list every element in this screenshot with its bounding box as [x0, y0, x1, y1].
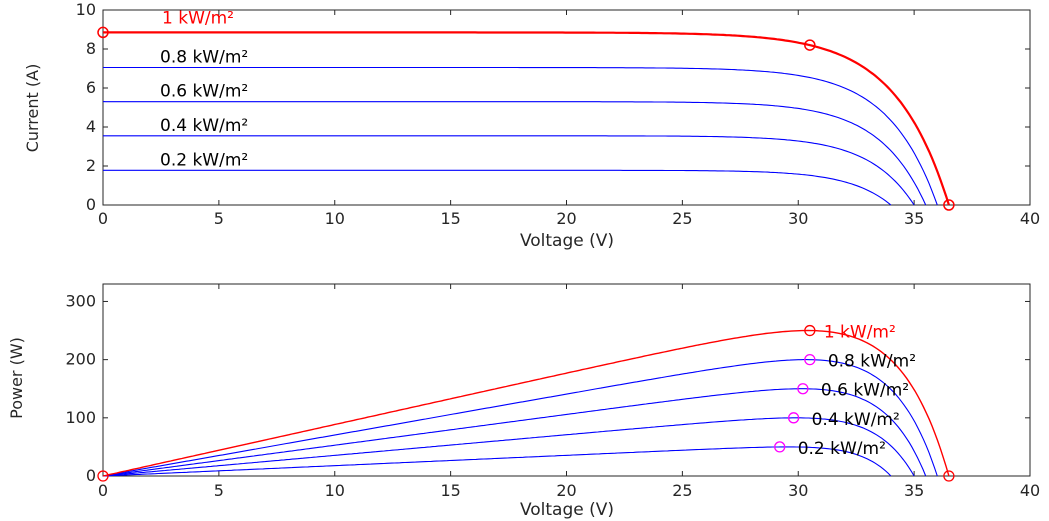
pv-y-tick-label: 300: [65, 291, 96, 310]
pv-series-label: 0.4 kW/m²: [812, 410, 900, 430]
iv-x-tick-label: 20: [556, 209, 576, 228]
pv-series-label: 0.6 kW/m²: [821, 381, 909, 401]
iv-y-tick-label: 4: [86, 117, 96, 136]
iv-y-axis-label: Current (A): [23, 64, 42, 153]
pv-series-label: 0.2 kW/m²: [798, 439, 886, 459]
iv-x-tick-label: 40: [1020, 209, 1040, 228]
pv-x-tick-label: 30: [788, 481, 808, 500]
pv-series-line: [102, 329, 950, 477]
iv-y-tick-label: 0: [86, 195, 96, 214]
pv-max-power-marker: [774, 441, 786, 453]
pv-x-axis-label: Voltage (V): [520, 500, 614, 520]
pv-max-power-marker: [804, 324, 816, 337]
pv-max-power-marker: [787, 412, 800, 424]
iv-series-label: 0.6 kW/m²: [160, 82, 248, 102]
iv-x-tick-label: 30: [788, 209, 808, 228]
pv-series-label: 1 kW/m²: [824, 323, 896, 343]
iv-x-tick-label: 15: [440, 209, 460, 228]
pv-x-tick-label: 25: [672, 481, 692, 500]
iv-series-line: [103, 31, 950, 206]
iv-y-tick-label: 8: [86, 39, 96, 58]
pv-series-line: [102, 446, 892, 477]
pv-curve-plot: 0 5 10 15 20 25 30 35 40 0 100 200 300 1 kW/m² 0.8 k…: [7, 283, 1040, 520]
pv-x-tick-label: 5: [214, 481, 224, 500]
iv-mpp-marker: [804, 39, 816, 51]
pv-series-label: 0.8 kW/m²: [828, 352, 916, 372]
iv-series-label: 0.2 kW/m²: [160, 150, 248, 170]
pv-series-labels: 1 kW/m² 0.8 kW/m² 0.6 kW/m² 0.4 kW/m² 0.2 kW…: [798, 323, 916, 459]
iv-x-ticks: 0 5 10 15 20 25 30 35 40: [98, 10, 1040, 228]
iv-series-label: 0.4 kW/m²: [160, 116, 248, 136]
pv-series-lines: [102, 329, 950, 477]
iv-series-line: [103, 66, 938, 206]
iv-x-tick-label: 0: [98, 209, 108, 228]
iv-series-label: 0.8 kW/m²: [160, 48, 248, 68]
pv-series-line: [102, 417, 915, 477]
iv-mpp-marker: [943, 199, 955, 211]
iv-plot-frame: [102, 9, 1031, 206]
iv-y-tick-label: 10: [76, 0, 96, 19]
pv-x-ticks: 0 5 10 15 20 25 30 35 40: [98, 284, 1040, 500]
iv-x-tick-label: 10: [325, 209, 345, 228]
pv-series-line: [102, 359, 938, 477]
iv-series-line: [102, 101, 927, 206]
iv-y-tick-label: 6: [86, 78, 96, 97]
pv-x-tick-label: 0: [98, 481, 108, 500]
iv-series-lines: [102, 31, 950, 206]
iv-y-tick-label: 2: [86, 156, 96, 175]
iv-series-line: [103, 169, 892, 206]
pv-y-tick-label: 200: [65, 350, 96, 369]
iv-curve-plot: 0 5 10 15 20 25 30 35 40 0 2 4 6 8 10 1 kW/m² 0.8 kW/m…: [23, 0, 1040, 251]
pv-max-power-marker: [804, 353, 816, 366]
pv-x-tick-label: 35: [904, 481, 924, 500]
iv-x-axis-label: Voltage (V): [520, 231, 614, 251]
pv-series-line: [102, 388, 927, 477]
pv-y-tick-label: 100: [65, 408, 96, 427]
pv-voc-marker: [943, 470, 955, 482]
iv-x-tick-label: 25: [672, 209, 692, 228]
pv-x-tick-label: 20: [556, 481, 576, 500]
pv-y-ticks: 0 100 200 300: [65, 291, 1030, 485]
pv-y-tick-label: 0: [86, 466, 96, 485]
pv-markers: [97, 324, 955, 482]
iv-series-labels: 1 kW/m² 0.8 kW/m² 0.6 kW/m² 0.4 kW/m² 0.2 kW…: [160, 8, 248, 170]
pv-y-axis-label: Power (W): [7, 337, 26, 419]
iv-mpp-marker: [97, 26, 109, 39]
pv-origin-marker: [97, 470, 109, 482]
pv-x-tick-label: 15: [440, 481, 460, 500]
iv-series-label: 1 kW/m²: [162, 8, 234, 28]
iv-x-tick-label: 35: [904, 209, 924, 228]
iv-markers: [97, 26, 955, 211]
iv-y-ticks: 0 2 4 6 8 10: [76, 0, 1030, 214]
pv-x-tick-label: 10: [325, 481, 345, 500]
iv-series-line: [103, 135, 915, 206]
pv-x-tick-label: 40: [1020, 481, 1040, 500]
iv-x-tick-label: 5: [214, 209, 224, 228]
pv-max-power-marker: [797, 383, 809, 395]
